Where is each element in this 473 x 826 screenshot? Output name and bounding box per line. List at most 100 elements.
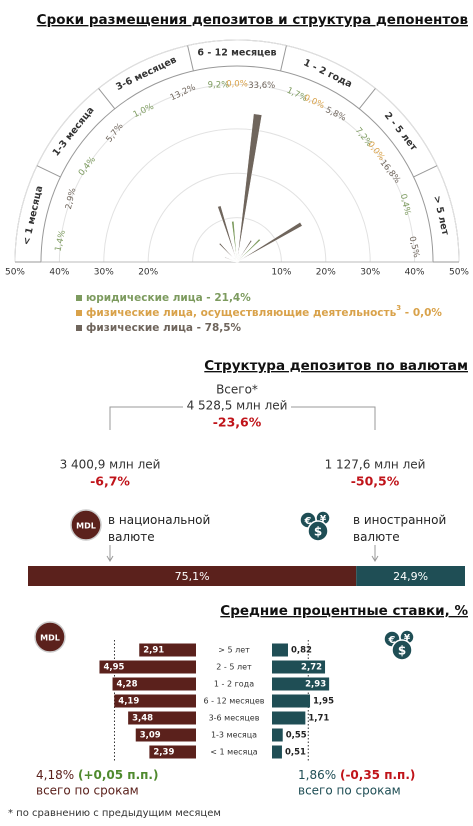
bar: [149, 745, 196, 759]
value-label: 2,39: [153, 748, 174, 758]
sector-label: 2 - 5 лет: [382, 110, 420, 153]
total: 4,18% (+0,05 п.п.): [36, 768, 158, 782]
category-label: 6 - 12 месяцев: [203, 697, 264, 706]
value-label: 2,91: [143, 646, 164, 656]
value-label: 0,5%: [407, 235, 422, 258]
sector-bar: [224, 256, 238, 263]
bar: [272, 677, 330, 691]
mdl-icon-label: MDL: [76, 522, 96, 531]
sector-label: 1 - 2 года: [302, 57, 354, 90]
arrow: [371, 545, 379, 562]
r-tick-label: 30%: [360, 268, 380, 278]
value-label: 0,51: [285, 748, 306, 758]
category-label: 1-3 месяца: [211, 731, 257, 740]
bar: [135, 728, 196, 742]
sector-label: > 5 лет: [431, 195, 451, 237]
fx-icon-label: ¥: [320, 515, 327, 525]
sector-divider: [413, 165, 438, 178]
value-label: 5,7%: [104, 121, 125, 144]
category-label: 1 - 2 года: [214, 680, 254, 689]
currency-label: в национальной валюте: [108, 513, 211, 544]
legend-name: физические лица, осуществляющие деятельн…: [86, 307, 397, 319]
category-label: > 5 лет: [218, 646, 250, 655]
sector-divider: [36, 165, 61, 178]
grid-arc: [192, 217, 282, 263]
sector-bar: [230, 260, 238, 263]
r-tick-label: 20%: [138, 268, 158, 278]
value-label: 9,2%: [208, 80, 230, 90]
bar: [112, 677, 196, 691]
value-label: 0,82: [291, 646, 312, 656]
sector-bar: [236, 239, 253, 263]
total: 1,86% (-0,35 п.п.): [298, 768, 415, 782]
legend-total: 21,4%: [214, 292, 251, 304]
value-label: 33,6%: [248, 81, 275, 91]
sector-bar: [236, 221, 303, 263]
value-label: 13,2%: [169, 83, 198, 104]
grid-arc: [103, 128, 371, 263]
fx-icon-label: €: [388, 635, 396, 646]
sector-divider: [187, 45, 194, 72]
value-label: 1,0%: [132, 102, 156, 120]
ring: [14, 39, 460, 263]
total-amount: 4 528,5 млн лей: [187, 399, 288, 413]
value-label: 1,95: [313, 697, 334, 707]
total-text: всего по срокам: [36, 784, 139, 798]
legend-total: 78,5%: [205, 322, 242, 334]
share-bar: [28, 566, 357, 586]
total-change: (+0,05 п.п.): [78, 768, 159, 782]
value-label: 0,4%: [398, 193, 413, 216]
r-tick-label: 20%: [316, 268, 336, 278]
legend-swatch: [76, 325, 82, 331]
share-label: 24,9%: [393, 570, 428, 583]
mdl-icon-label: MDL: [40, 634, 60, 643]
sector-bar: [217, 205, 238, 263]
sector-label: 3-6 месяцев: [114, 54, 178, 93]
bar: [272, 728, 283, 742]
value-label: 0,4%: [77, 155, 98, 178]
bar: [272, 660, 326, 674]
legend-sep: -: [203, 292, 215, 304]
total-change: (-0,35 п.п.): [340, 768, 415, 782]
bar: [128, 711, 196, 725]
legend-label: физические лица, осуществляющие деятельн…: [86, 304, 442, 319]
chart-title: Средние процентные ставки, %: [220, 603, 468, 619]
total-label: Всего*: [216, 383, 258, 397]
sector-bar: [236, 113, 263, 263]
value-label: 4,95: [103, 663, 124, 673]
legend-swatch: [76, 310, 82, 316]
total-text: всего по срокам: [298, 784, 401, 798]
share-bar: [356, 566, 465, 586]
value-label: 1,71: [308, 714, 329, 724]
category-label: 2 - 5 лет: [216, 663, 252, 672]
total-change: -23,6%: [213, 415, 262, 430]
share-label: 75,1%: [175, 570, 210, 583]
bar: [114, 694, 196, 708]
value-label: 5,8%: [324, 105, 348, 123]
fx-icon: [307, 520, 329, 542]
value-label: 16,8%: [378, 158, 403, 185]
amount: 3 400,9 млн лей: [60, 458, 161, 472]
total-value: 1,86%: [298, 768, 336, 782]
chart-title: Структура депозитов по валютам: [204, 358, 468, 374]
footnote: * по сравнению с предыдущим месяцем: [8, 808, 221, 819]
sector-bar: [231, 220, 238, 263]
value-label: 0,0%: [302, 93, 326, 111]
bar: [272, 694, 311, 708]
value-label: 0,55: [286, 731, 307, 741]
value-label: 2,9%: [64, 187, 79, 210]
sector-bar: [236, 238, 261, 263]
sector-bar: [236, 254, 241, 263]
sector-bar: [218, 242, 238, 263]
sector-label: 6 - 12 месяцев: [197, 48, 276, 59]
sector-divider: [98, 88, 116, 110]
legend-sep: -: [193, 322, 205, 334]
legend-swatch: [76, 295, 82, 301]
r-tick-label: 40%: [49, 268, 69, 278]
fx-icon: [391, 639, 413, 661]
bar: [272, 643, 288, 657]
chart-title: Сроки размещения депозитов и структура д…: [37, 12, 468, 28]
value-label: 4,19: [118, 697, 139, 707]
grid-arc: [147, 172, 327, 263]
